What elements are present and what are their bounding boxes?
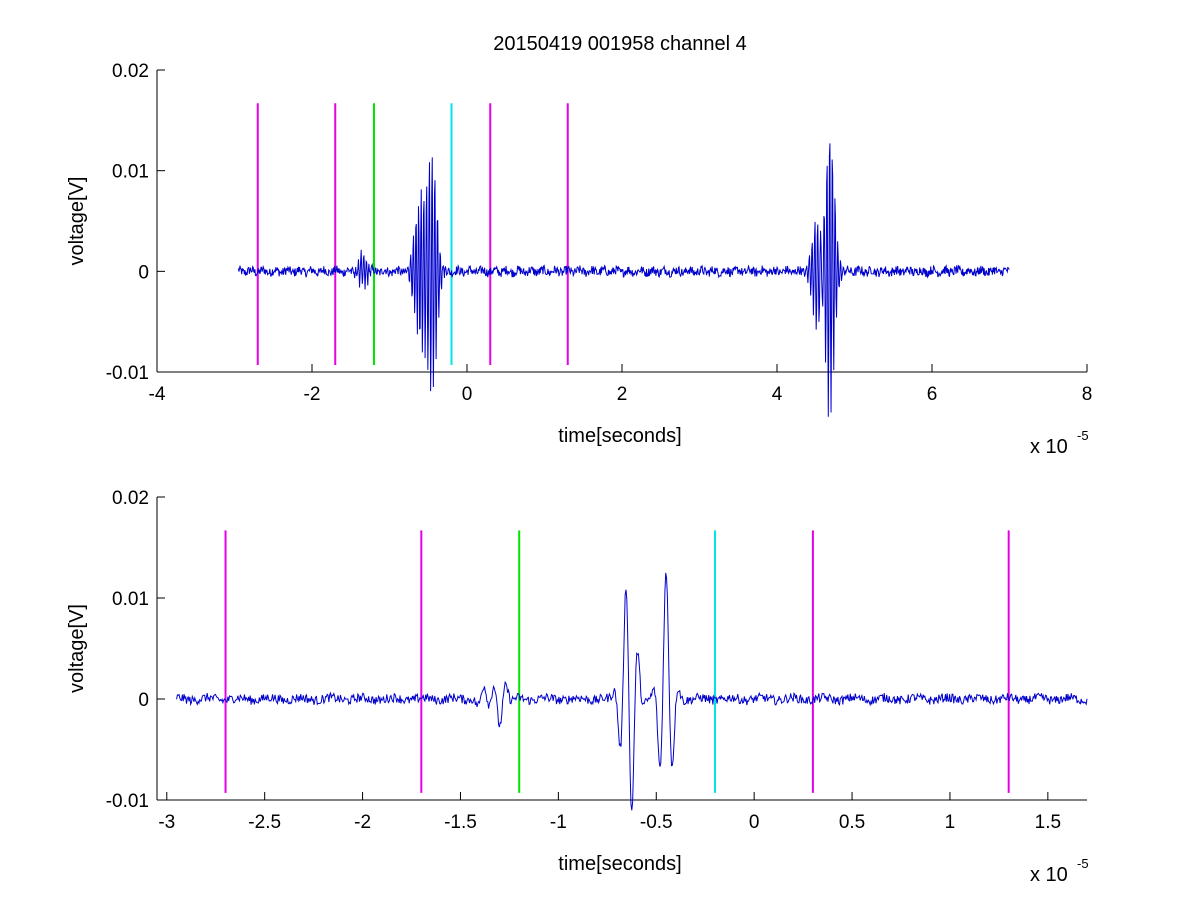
chart2-x-tick-label: -0.5: [640, 812, 673, 833]
chart2-signal-trace: [176, 572, 1088, 811]
chart2-x-tick-label: -2.5: [248, 812, 281, 833]
chart1-y-axis-label: voltage[V]: [66, 177, 88, 266]
chart2-x-multiplier: x 10: [1030, 864, 1068, 886]
chart1-signal-trace: [237, 143, 1010, 417]
chart2-y-axis-label: voltage[V]: [66, 604, 88, 693]
chart2-x-tick-label: 0.5: [839, 812, 865, 833]
chart2-x-multiplier-exponent: -5: [1077, 856, 1089, 871]
chart2-y-tick-label: -0.01: [106, 791, 149, 812]
chart2-x-tick-label: -1: [550, 812, 567, 833]
chart1-y-tick-label: 0.01: [112, 162, 149, 183]
chart2-x-tick-label: -2: [354, 812, 371, 833]
chart1-y-tick-label: -0.01: [106, 363, 149, 384]
chart1-x-multiplier-exponent: -5: [1077, 428, 1089, 443]
chart1-x-tick-label: 4: [772, 384, 783, 405]
chart2-y-tick-label: 0.02: [112, 488, 149, 509]
chart1-x-multiplier: x 10: [1030, 436, 1068, 458]
chart2-x-tick-label: 1.5: [1035, 812, 1061, 833]
chart2-y-tick-label: 0.01: [112, 589, 149, 610]
chart1-x-tick-label: -4: [149, 384, 166, 405]
chart2-y-tick-label: 0: [138, 690, 149, 711]
chart2-x-tick-label: -1.5: [444, 812, 477, 833]
chart1-x-tick-label: 0: [462, 384, 473, 405]
chart1-y-tick-label: 0: [138, 262, 149, 283]
chart2-x-tick-label: 1: [945, 812, 956, 833]
chart-title: 20150419 001958 channel 4: [493, 33, 747, 55]
chart1-x-tick-label: 8: [1082, 384, 1093, 405]
chart1-x-axis-label: time[seconds]: [558, 425, 681, 447]
chart2-x-tick-label: 0: [749, 812, 760, 833]
chart1-x-tick-label: 2: [617, 384, 628, 405]
chart1-x-tick-label: 6: [927, 384, 938, 405]
chart2-x-tick-label: -3: [158, 812, 175, 833]
chart1-y-tick-label: 0.02: [112, 61, 149, 82]
chart1-x-tick-label: -2: [304, 384, 321, 405]
chart2-x-axis-label: time[seconds]: [558, 853, 681, 875]
